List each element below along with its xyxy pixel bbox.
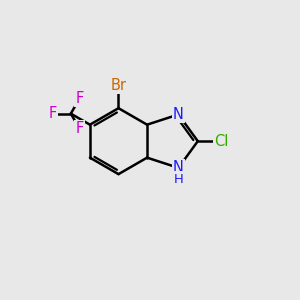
Text: H: H	[173, 172, 183, 185]
Text: Br: Br	[110, 78, 127, 93]
Text: N: N	[173, 107, 184, 122]
Text: Cl: Cl	[214, 134, 229, 149]
Text: F: F	[76, 122, 84, 136]
Text: F: F	[76, 91, 84, 106]
Text: N: N	[173, 160, 184, 175]
Text: F: F	[49, 106, 57, 121]
